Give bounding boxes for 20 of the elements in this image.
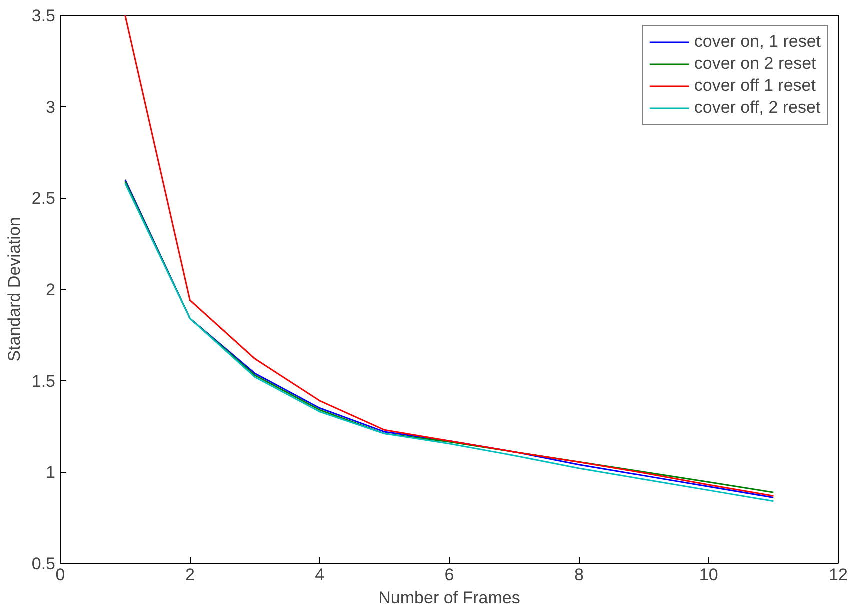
- x-tick-label: 12: [829, 566, 848, 584]
- x-tick-label: 6: [444, 566, 454, 584]
- y-tick-label: 0.5: [32, 554, 56, 574]
- x-tick-label: 8: [574, 566, 584, 584]
- y-tick-label: 1: [46, 463, 56, 482]
- x-tick-label: 10: [699, 566, 718, 584]
- y-tick-label: 1.5: [32, 372, 56, 391]
- x-tick-label: 0: [56, 566, 66, 584]
- legend-label: cover off 1 reset: [694, 76, 816, 96]
- x-axis-title: Number of Frames: [378, 588, 520, 608]
- legend-label: cover on, 1 reset: [694, 32, 821, 52]
- y-tick-label: 2.5: [32, 189, 56, 208]
- x-tick-label: 4: [315, 566, 325, 584]
- y-axis-title: Standard Deviation: [4, 217, 24, 362]
- y-tick-label: 2: [46, 280, 56, 300]
- y-tick-label: 3: [46, 98, 56, 117]
- legend-label: cover on 2 reset: [694, 54, 816, 74]
- y-tick-label: 3.5: [32, 6, 56, 26]
- legend-label: cover off, 2 reset: [694, 98, 821, 118]
- x-tick-label: 2: [185, 566, 195, 584]
